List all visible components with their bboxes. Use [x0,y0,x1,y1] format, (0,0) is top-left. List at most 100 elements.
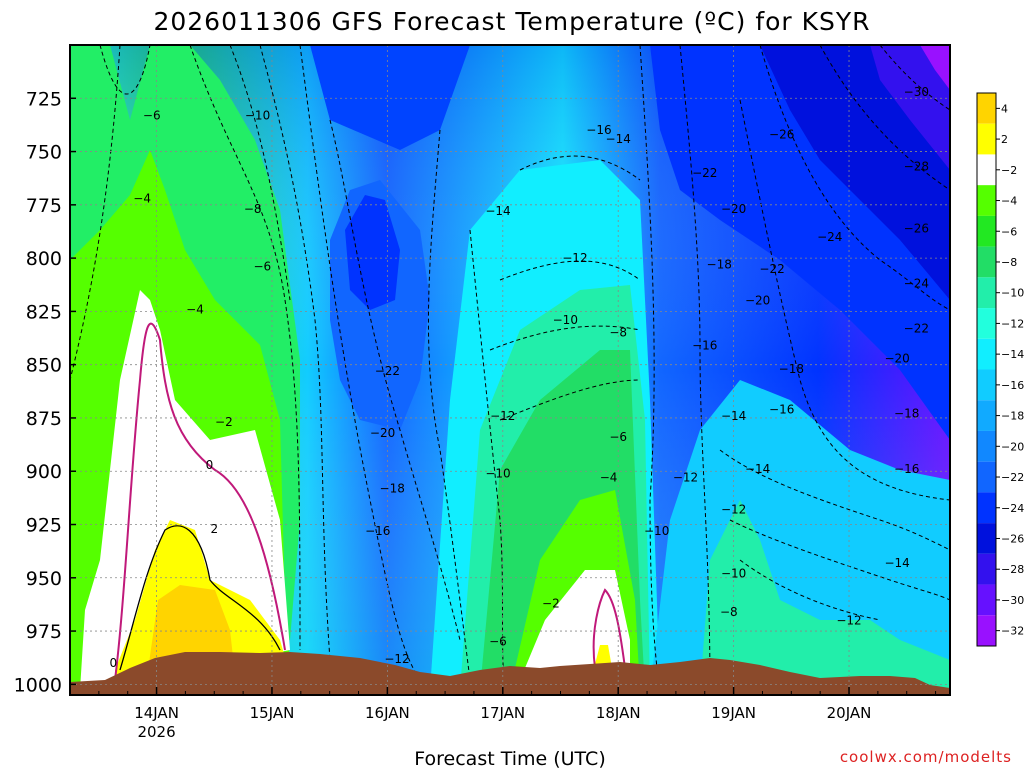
contour-label: −22 [759,262,784,276]
contour-labels: −6 −10−4−8−6−4−2020−16−14−14−12−10−8−22−1… [109,85,929,670]
colorbar-swatch [977,584,996,616]
contour-label: −14 [884,556,909,570]
contour-label: −14 [485,204,510,218]
colorbar-label: −26 [1001,532,1024,545]
colorbar-swatch [977,338,996,370]
colorbar-swatch [977,430,996,462]
contour-label: −12 [562,251,587,265]
region-mid-yellow [594,645,612,668]
colorbar-label: −32 [1001,625,1024,638]
x-tick-label: 17JAN [480,704,525,722]
contour-label: −8 [244,202,262,216]
y-tick-label: 750 [26,142,62,164]
contour-label: −16 [692,338,717,352]
colorbar-swatch [977,400,996,431]
contour-label: −20 [721,202,746,216]
region-late-extreme [920,45,950,90]
contour-label: −30 [904,85,929,99]
colorbar-label: −22 [1001,471,1024,484]
contour-label: −16 [894,462,919,476]
region-late-teal [700,500,950,690]
x-tick-label: 14JAN [134,704,179,722]
colorbar-swatch [977,461,996,493]
contour-label: −6 [143,108,161,122]
region-cold-core-inner [345,195,400,310]
region-cold-aloft [310,45,470,150]
colorbar-label: −4 [1001,195,1017,208]
colorbar-label: −30 [1001,594,1024,607]
colorbar-swatch [977,154,996,186]
colorbar-label: −2 [1001,164,1017,177]
dashed-contours [70,45,950,691]
colorbar-label: 2 [1001,133,1008,146]
contour-label: 0 [206,458,214,472]
colorbar-label: −18 [1001,410,1024,423]
contour-label: −26 [904,221,929,235]
x-tick-label: 18JAN [596,704,641,722]
y-tick-label: 975 [26,621,62,643]
contour-label: −4 [186,302,204,316]
contour-label: −12 [490,409,515,423]
colorbar-label: 4 [1001,102,1008,115]
credit-text[interactable]: coolwx.com/modelts [840,748,1012,766]
contour-label: −12 [384,652,409,666]
colorbar-label: −6 [1001,225,1017,238]
colorbar-label: −8 [1001,256,1017,269]
contour-label: 0 [109,656,117,670]
colorbar-label: −16 [1001,379,1024,392]
x-tick-label: 16JAN [365,704,410,722]
contour-label: −20 [370,426,395,440]
contour-label: −22 [692,166,717,180]
y-tick-label: 825 [26,301,62,323]
region-warm-white [80,290,290,690]
freezing-contours [114,322,626,681]
contour-label: −14 [606,132,631,146]
contour-label: −20 [745,294,770,308]
contour-label: −24 [904,277,929,291]
contour-label: −4 [600,471,618,485]
x-tick-label: 19JAN [711,704,756,722]
contour-label: −10 [553,313,578,327]
colorbar-swatch [977,215,996,247]
colorbar-label: −20 [1001,440,1024,453]
y-tick-label: 875 [26,408,62,430]
colorbar-label: −24 [1001,502,1024,515]
y-tick-label: 950 [26,568,62,590]
contour-label: −8 [720,605,738,619]
colorbar: 4 2 −2 −4 −6 −8 −10 −12 −14 −16 −18 −20 −22 −24 −26 −28… [976,92,1024,647]
y-tick-label: 775 [26,195,62,217]
y-tick-label: 1000 [14,674,62,696]
contour-label: −14 [721,409,746,423]
region-late-coldest [870,45,950,170]
contour-label: −6 [609,430,627,444]
contour-label: −8 [609,326,627,340]
colorbar-swatch [977,308,996,339]
colorbar-swatch [977,553,996,585]
x-tick-sublabel: 2026 [137,723,175,741]
contour-label: −14 [745,462,770,476]
colorbar-label: −12 [1001,317,1024,330]
y-tick-label: 800 [26,248,62,270]
contour-label: −18 [779,362,804,376]
y-tick-label: 850 [26,355,62,377]
grid [70,45,950,695]
contour-label: −16 [769,402,794,416]
plot-area [70,45,950,695]
y-axis: 725 750 775 800 825 850 875 900 925 950 975 1000 [14,88,76,696]
contour-label: −12 [836,613,861,627]
colorbar-swatch [977,277,996,309]
colorbar-label: −14 [1001,348,1024,361]
contour-label: −10 [644,524,669,538]
contour-label: −10 [485,466,510,480]
y-tick-label: 925 [26,515,62,537]
contour-label: −10 [721,567,746,581]
contour-label: −2 [215,415,233,429]
x-tick-label: 15JAN [250,704,295,722]
contour-label: −6 [253,260,271,274]
contour-label: 2 [210,522,218,536]
colorbar-border [976,92,997,647]
contour-label: −22 [904,321,929,335]
x-tick-label: 20JAN [827,704,872,722]
contour-label: −18 [707,258,732,272]
contour-label: −18 [894,407,919,421]
